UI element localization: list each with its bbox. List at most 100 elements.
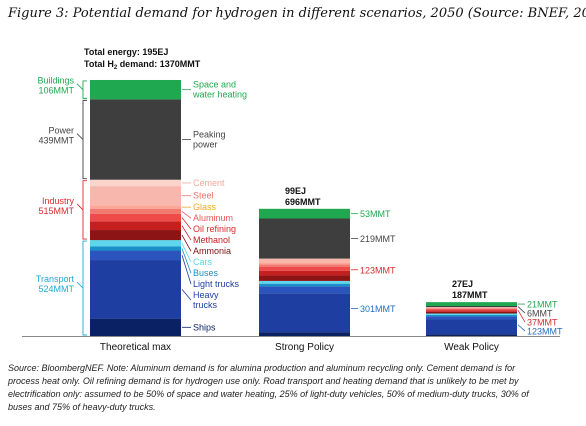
bar-segment-heavy-trucks — [90, 260, 181, 319]
bar-segment-oil-refining — [90, 213, 181, 222]
bar-segment-ships — [259, 332, 350, 336]
bar-annotation: 21MMT — [527, 300, 558, 310]
group-label: Transport — [36, 274, 75, 284]
bar-segment-glass — [90, 205, 181, 209]
bar-segment-buses — [90, 246, 181, 251]
series-label-aluminum: Aluminum — [193, 213, 233, 223]
source-note: Source: BloombergNEF. Note: Aluminum dem… — [8, 362, 583, 414]
series-label-heavy-trucks: Heavy — [193, 290, 219, 300]
bar-segment-steel — [90, 186, 181, 206]
bar-segment-ammonia — [90, 230, 181, 241]
series-label-buses: Buses — [193, 268, 219, 278]
total-h2-label: 187MMT — [452, 290, 488, 300]
bar-annotation: 53MMT — [360, 209, 391, 219]
group-bracket-tick — [76, 133, 84, 140]
group-label: 515MMT — [38, 206, 74, 216]
bar-segment-cement — [90, 179, 181, 187]
bar-annotation: 123MMT — [360, 265, 396, 275]
total-h2-label: Total H2 demand: 1370MMT — [84, 59, 201, 71]
bar-segment-methanol — [90, 221, 181, 231]
bar-segment-light-trucks — [259, 286, 350, 294]
series-label-cement: Cement — [193, 178, 225, 188]
group-bracket-tick — [76, 203, 84, 211]
group-bracket-tick — [76, 83, 84, 90]
series-label-steel: Steel — [193, 191, 214, 201]
series-label-cars: Cars — [193, 257, 213, 267]
bar-segment-methanol — [426, 310, 517, 312]
stacked-bar-chart: Theoretical max Strong Policy Weak Policy T… — [22, 47, 563, 353]
bar-segment-ammonia — [426, 311, 517, 314]
bar-segment-space-and-water-heating — [90, 79, 181, 100]
bar-annotation: 37MMT — [527, 318, 558, 328]
bar-segment-ships — [426, 334, 517, 336]
x-tick-label: Weak Policy — [444, 342, 499, 353]
leader-line — [181, 243, 192, 263]
bar-segment-space-and-water-heating — [259, 208, 350, 219]
bar-segment-cars — [426, 313, 517, 315]
bar-segment-oil-refining — [259, 266, 350, 271]
group-label: Industry — [42, 196, 75, 206]
total-energy-label: 99EJ — [285, 186, 306, 196]
bar-segment-light-trucks — [90, 250, 181, 261]
x-tick-label: Strong Policy — [275, 342, 334, 353]
bar-annotation: 123MMT — [527, 327, 563, 337]
group-bracket — [82, 180, 87, 240]
source-note-line: buses and 75% of heavy-duty trucks. — [8, 402, 156, 412]
series-label-space-and-water-heating: Space and — [193, 80, 236, 90]
bar-segment-aluminum — [90, 208, 181, 214]
leader-line — [181, 217, 192, 230]
series-label-space-and-water-heating: water heating — [192, 90, 247, 100]
leader-line — [517, 306, 526, 314]
total-h2-label: 696MMT — [285, 197, 321, 207]
bar-segment-peaking-power — [426, 305, 517, 308]
bar-annotation: 219MMT — [360, 234, 396, 244]
series-label-ships: Ships — [193, 322, 216, 332]
group-bracket — [82, 240, 87, 336]
group-label: 439MMT — [38, 136, 74, 146]
leader-line — [517, 324, 526, 332]
bar-segment-oil-refining — [426, 309, 517, 311]
leader-line — [181, 234, 192, 252]
bar-segment-buses — [426, 314, 517, 317]
bar-segment-space-and-water-heating — [426, 302, 517, 306]
bar-segment-ammonia — [259, 275, 350, 281]
bar-segment-buses — [259, 283, 350, 287]
series-label-light-trucks: Light trucks — [193, 279, 240, 289]
leader-line — [181, 225, 192, 241]
group-bracket-tick — [76, 281, 84, 289]
total-energy-label: 27EJ — [452, 279, 473, 289]
leader-line — [517, 310, 526, 323]
series-label-peaking-power: Peaking — [193, 130, 226, 140]
group-label: 106MMT — [38, 86, 74, 96]
bar-segment-heavy-trucks — [259, 293, 350, 333]
x-tick-label: Theoretical max — [100, 342, 171, 353]
bar-segment-cars — [259, 280, 350, 284]
bar-annotation: 6MMT — [527, 309, 553, 319]
leader-line — [181, 211, 192, 219]
bar-segment-methanol — [259, 270, 350, 276]
bar-segment-ships — [90, 318, 181, 336]
figure-title: Figure 3: Potential demand for hydrogen … — [8, 6, 586, 21]
bar-segment-glass — [259, 262, 350, 265]
leader-line — [181, 255, 192, 285]
bar-segment-peaking-power — [259, 218, 350, 259]
bar-segment-steel — [426, 307, 517, 308]
bar-segment-steel — [259, 258, 350, 263]
series-label-ammonia: Ammonia — [193, 246, 231, 256]
bar-annotation: 301MMT — [360, 304, 396, 314]
source-note-line: process heat only. Oil refining demand i… — [8, 376, 519, 386]
series-label-oil-refining: Oil refining — [193, 224, 236, 234]
bar-segment-aluminum — [259, 264, 350, 267]
series-label-peaking-power: power — [193, 140, 218, 150]
group-label: 524MMT — [38, 284, 74, 294]
group-bracket — [82, 99, 87, 180]
bar-segment-aluminum — [426, 308, 517, 310]
leader-line — [181, 248, 192, 274]
total-energy-label: Total energy: 195EJ — [84, 47, 168, 57]
bar-segment-cars — [90, 240, 181, 247]
series-label-glass: Glass — [193, 202, 217, 212]
bar-segment-glass — [426, 307, 517, 309]
group-label: Power — [48, 126, 74, 136]
source-note-line: electrification only: assumed to be 50% … — [8, 389, 529, 399]
source-note-line: Source: BloombergNEF. Note: Aluminum dem… — [8, 363, 516, 373]
